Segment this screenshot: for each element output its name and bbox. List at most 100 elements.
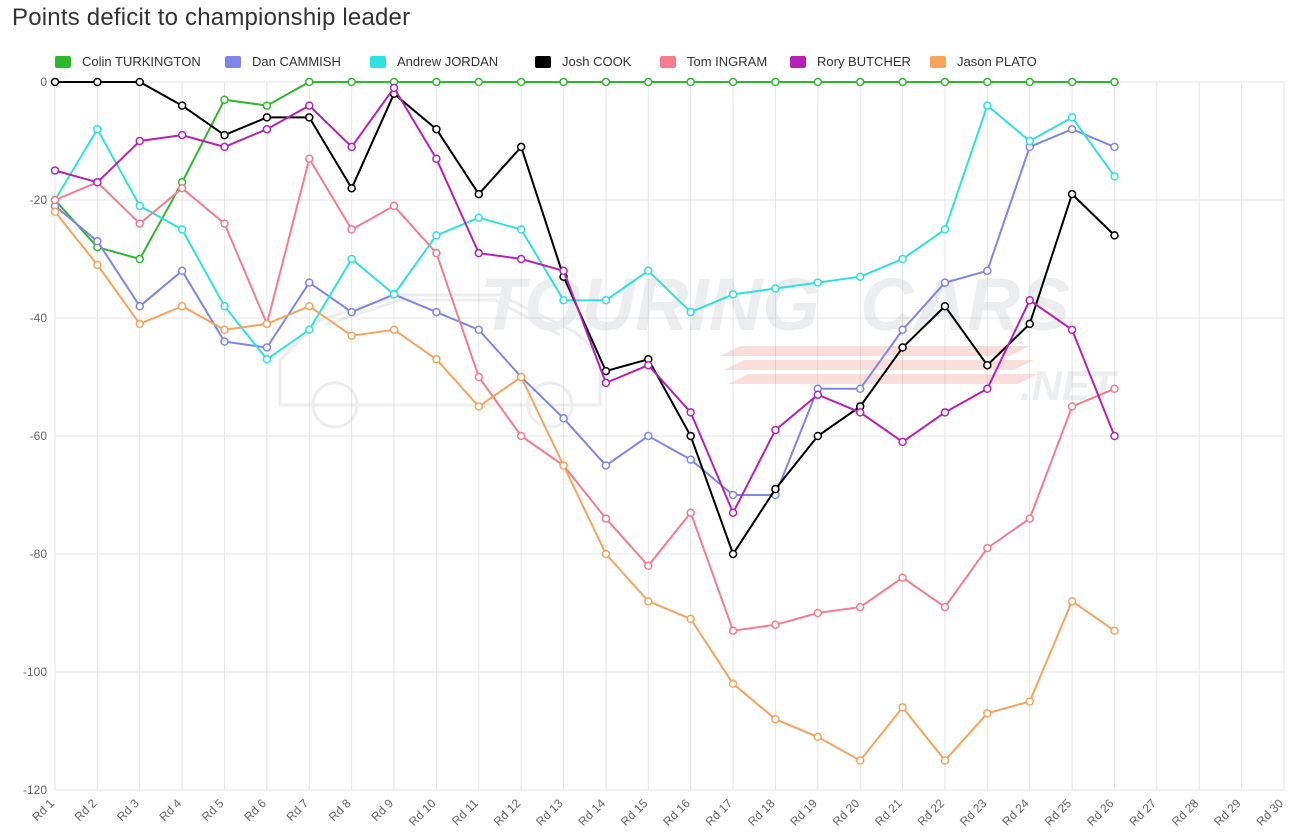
series-marker — [1069, 126, 1076, 133]
series-marker — [1111, 433, 1118, 440]
series-marker — [263, 102, 270, 109]
series-marker — [730, 492, 737, 499]
x-axis-label: Rd 17 — [703, 796, 736, 829]
series-marker — [391, 326, 398, 333]
series-marker — [899, 438, 906, 445]
series-marker — [941, 409, 948, 416]
x-axis-label-group: Rd 11 — [449, 796, 481, 828]
series-marker — [52, 79, 59, 86]
series-marker — [348, 79, 355, 86]
series-marker — [475, 214, 482, 221]
x-axis-label-group: Rd 13 — [533, 796, 566, 829]
series-marker — [984, 79, 991, 86]
series-marker — [984, 545, 991, 552]
series-marker — [730, 680, 737, 687]
x-axis-label: Rd 27 — [1126, 796, 1159, 829]
series-marker — [730, 627, 737, 634]
series-marker — [814, 279, 821, 286]
series-marker — [1069, 403, 1076, 410]
series-marker — [857, 79, 864, 86]
series-marker — [94, 79, 101, 86]
series-marker — [475, 250, 482, 257]
x-axis-label-group: Rd 21 — [872, 796, 905, 829]
x-axis-label-group: Rd 30 — [1254, 796, 1287, 829]
x-axis-label: Rd 26 — [1084, 796, 1117, 829]
x-axis-label-group: Rd 28 — [1169, 796, 1202, 829]
x-axis-label: Rd 19 — [787, 796, 820, 829]
series-marker — [518, 433, 525, 440]
y-axis-label: -120 — [23, 783, 47, 797]
series-marker — [730, 79, 737, 86]
series-marker — [899, 574, 906, 581]
series-line — [55, 82, 1115, 259]
series-marker — [221, 220, 228, 227]
x-axis-label: Rd 1 — [29, 796, 57, 824]
series-marker — [730, 291, 737, 298]
series-marker — [136, 220, 143, 227]
series-marker — [941, 226, 948, 233]
series-marker — [306, 114, 313, 121]
series-marker — [772, 621, 779, 628]
series-marker — [348, 143, 355, 150]
x-axis-label-group: Rd 29 — [1211, 796, 1244, 829]
watermark: TOURINGCARS.NET — [280, 263, 1119, 427]
series-marker — [433, 356, 440, 363]
series-marker — [560, 415, 567, 422]
series-marker — [899, 79, 906, 86]
series-marker — [602, 297, 609, 304]
y-axis-label: -80 — [30, 547, 48, 561]
series-marker — [433, 309, 440, 316]
x-axis-label: Rd 24 — [999, 796, 1032, 829]
series-marker — [433, 232, 440, 239]
series-marker — [518, 374, 525, 381]
x-axis-label: Rd 30 — [1254, 796, 1287, 829]
series-marker — [941, 303, 948, 310]
series-marker — [518, 79, 525, 86]
series-marker — [348, 226, 355, 233]
series-marker — [136, 138, 143, 145]
line-chart: 0-20-40-60-80-100-120Rd 1Rd 2Rd 3Rd 4Rd … — [0, 0, 1293, 839]
x-axis-label: Rd 8 — [326, 796, 354, 824]
x-axis-label-group: Rd 10 — [406, 796, 439, 829]
series-marker — [560, 297, 567, 304]
series-marker — [1026, 297, 1033, 304]
x-axis-label: Rd 23 — [957, 796, 990, 829]
x-axis-label: Rd 29 — [1211, 796, 1244, 829]
x-axis-label: Rd 16 — [660, 796, 693, 829]
series-marker — [984, 710, 991, 717]
series-marker — [899, 344, 906, 351]
series-marker — [179, 132, 186, 139]
x-axis-label-group: Rd 25 — [1042, 796, 1075, 829]
series-marker — [1026, 79, 1033, 86]
x-axis-label-group: Rd 9 — [368, 796, 396, 824]
x-axis-label-group: Rd 17 — [703, 796, 736, 829]
series-marker — [263, 356, 270, 363]
series-marker — [687, 456, 694, 463]
series-marker — [433, 250, 440, 257]
series-marker — [306, 279, 313, 286]
series-marker — [136, 256, 143, 263]
series-marker — [645, 362, 652, 369]
series-marker — [772, 79, 779, 86]
y-axis-label: -60 — [30, 429, 48, 443]
series-marker — [560, 267, 567, 274]
series-marker — [475, 374, 482, 381]
series-marker — [1069, 598, 1076, 605]
series-marker — [179, 226, 186, 233]
x-axis-label: Rd 20 — [830, 796, 863, 829]
series-marker — [687, 309, 694, 316]
x-axis-label: Rd 5 — [199, 796, 227, 824]
y-axis-label: -20 — [30, 193, 48, 207]
series-marker — [263, 320, 270, 327]
x-axis-label-group: Rd 16 — [660, 796, 693, 829]
x-axis-label-group: Rd 4 — [156, 796, 184, 824]
series-marker — [857, 409, 864, 416]
series-marker — [136, 202, 143, 209]
series-marker — [52, 197, 59, 204]
series-marker — [602, 462, 609, 469]
x-axis-label-group: Rd 8 — [326, 796, 354, 824]
series-marker — [1069, 191, 1076, 198]
series-marker — [221, 303, 228, 310]
series-marker — [687, 509, 694, 516]
series-marker — [899, 256, 906, 263]
